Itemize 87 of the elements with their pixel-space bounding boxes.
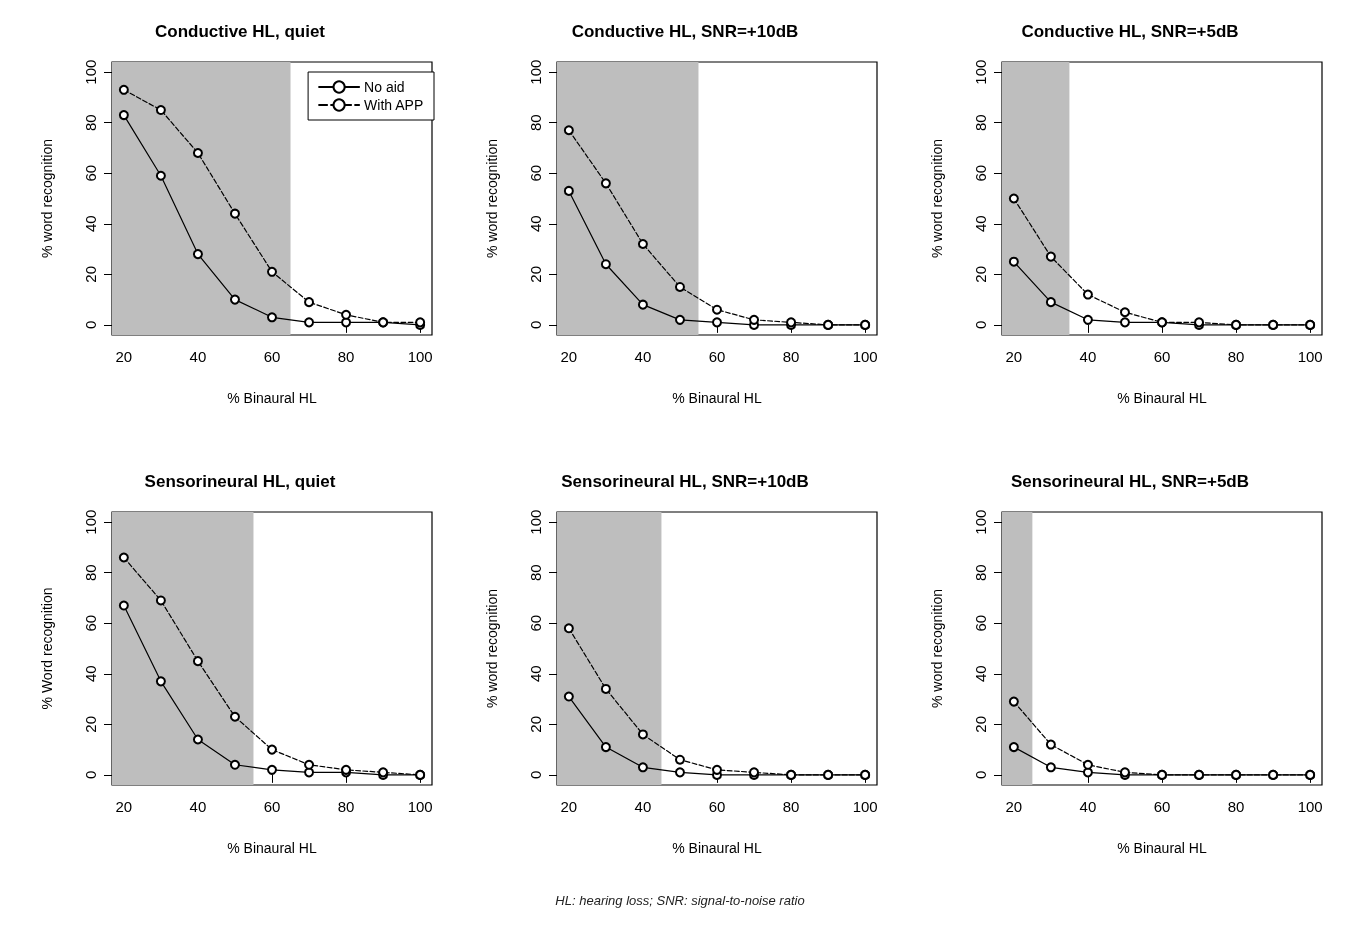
y-tick-label: 60 — [527, 164, 544, 182]
y-axis-title: % word recognition — [484, 588, 500, 709]
chart-title: Conductive HL, quiet — [155, 22, 326, 41]
x-tick-label: 80 — [337, 348, 355, 365]
y-tick-label: 100 — [82, 59, 99, 85]
x-tick-label: 80 — [1227, 798, 1245, 815]
y-tick-label: 0 — [82, 320, 99, 330]
x-tick-label: 80 — [782, 798, 800, 815]
y-axis-title: % word recognition — [39, 138, 55, 259]
y-tick-label: 100 — [527, 509, 544, 535]
x-tick-label: 100 — [1297, 798, 1323, 815]
y-tick-label: 0 — [972, 320, 989, 330]
x-axis-title: % Binaural HL — [672, 390, 762, 406]
y-tick-label: 60 — [972, 164, 989, 182]
x-tick-label: 20 — [1005, 798, 1023, 815]
x-tick-label: 60 — [1153, 348, 1171, 365]
y-tick-label: 40 — [82, 215, 99, 233]
x-tick-label: 100 — [1297, 348, 1323, 365]
chart-title: Sensorineural HL, SNR=+10dB — [561, 472, 809, 491]
x-tick-label: 20 — [1005, 348, 1023, 365]
x-tick-label: 20 — [115, 798, 133, 815]
x-tick-label: 20 — [115, 348, 133, 365]
y-tick-label: 80 — [527, 564, 544, 582]
x-tick-label: 40 — [189, 348, 207, 365]
y-tick-label: 60 — [82, 164, 99, 182]
x-axis-title: % Binaural HL — [227, 390, 317, 406]
x-tick-label: 60 — [263, 798, 281, 815]
y-tick-label: 20 — [972, 715, 989, 733]
y-tick-label: 100 — [82, 509, 99, 535]
y-tick-label: 60 — [527, 614, 544, 632]
x-tick-label: 80 — [1227, 348, 1245, 365]
y-tick-label: 0 — [82, 770, 99, 780]
x-tick-label: 100 — [407, 348, 433, 365]
y-tick-label: 40 — [527, 665, 544, 683]
x-tick-label: 60 — [263, 348, 281, 365]
y-axis-title: % word recognition — [929, 588, 945, 709]
x-tick-label: 40 — [189, 798, 207, 815]
x-axis-title: % Binaural HL — [227, 840, 317, 856]
y-tick-label: 60 — [972, 614, 989, 632]
x-tick-label: 80 — [337, 798, 355, 815]
x-tick-label: 80 — [782, 348, 800, 365]
y-tick-label: 80 — [82, 114, 99, 132]
y-tick-label: 40 — [972, 215, 989, 233]
y-tick-label: 0 — [527, 770, 544, 780]
y-tick-label: 60 — [82, 614, 99, 632]
legend-label: With APP — [364, 97, 424, 113]
x-tick-label: 60 — [708, 348, 726, 365]
y-tick-label: 100 — [527, 59, 544, 85]
y-tick-label: 100 — [972, 59, 989, 85]
y-tick-label: 100 — [972, 509, 989, 535]
y-tick-label: 40 — [527, 215, 544, 233]
y-tick-label: 40 — [972, 665, 989, 683]
y-tick-label: 0 — [972, 770, 989, 780]
y-tick-label: 20 — [527, 715, 544, 733]
x-axis-title: % Binaural HL — [1117, 390, 1207, 406]
x-tick-label: 20 — [560, 798, 578, 815]
y-axis-title: % Word recognition — [39, 587, 55, 710]
chart-title: Conductive HL, SNR=+5dB — [1021, 22, 1239, 41]
legend-label: No aid — [364, 79, 405, 95]
y-tick-label: 80 — [527, 114, 544, 132]
x-tick-label: 100 — [852, 348, 878, 365]
x-tick-label: 60 — [708, 798, 726, 815]
y-axis-title: % word recognition — [929, 138, 945, 259]
y-tick-label: 20 — [972, 265, 989, 283]
text: HL: hearing loss; SNR: signal-to-noise ratio — [554, 893, 806, 908]
y-tick-label: 20 — [82, 715, 99, 733]
y-tick-label: 80 — [972, 564, 989, 582]
chart-title: Sensorineural HL, SNR=+5dB — [1010, 472, 1250, 491]
x-tick-label: 20 — [560, 348, 578, 365]
x-tick-label: 40 — [1079, 798, 1097, 815]
x-tick-label: 40 — [634, 348, 652, 365]
y-tick-label: 20 — [527, 265, 544, 283]
y-tick-label: 80 — [82, 564, 99, 582]
x-tick-label: 40 — [1079, 348, 1097, 365]
x-tick-label: 100 — [852, 798, 878, 815]
chart-title: Sensorineural HL, quiet — [144, 472, 336, 491]
x-tick-label: 40 — [634, 798, 652, 815]
x-tick-label: 100 — [407, 798, 433, 815]
y-tick-label: 20 — [82, 265, 99, 283]
chart-title: Conductive HL, SNR=+10dB — [571, 22, 799, 41]
x-axis-title: % Binaural HL — [672, 840, 762, 856]
y-tick-label: 40 — [82, 665, 99, 683]
y-axis-title: % word recognition — [484, 138, 500, 259]
x-tick-label: 60 — [1153, 798, 1171, 815]
x-axis-title: % Binaural HL — [1117, 840, 1207, 856]
y-tick-label: 0 — [527, 320, 544, 330]
y-tick-label: 80 — [972, 114, 989, 132]
